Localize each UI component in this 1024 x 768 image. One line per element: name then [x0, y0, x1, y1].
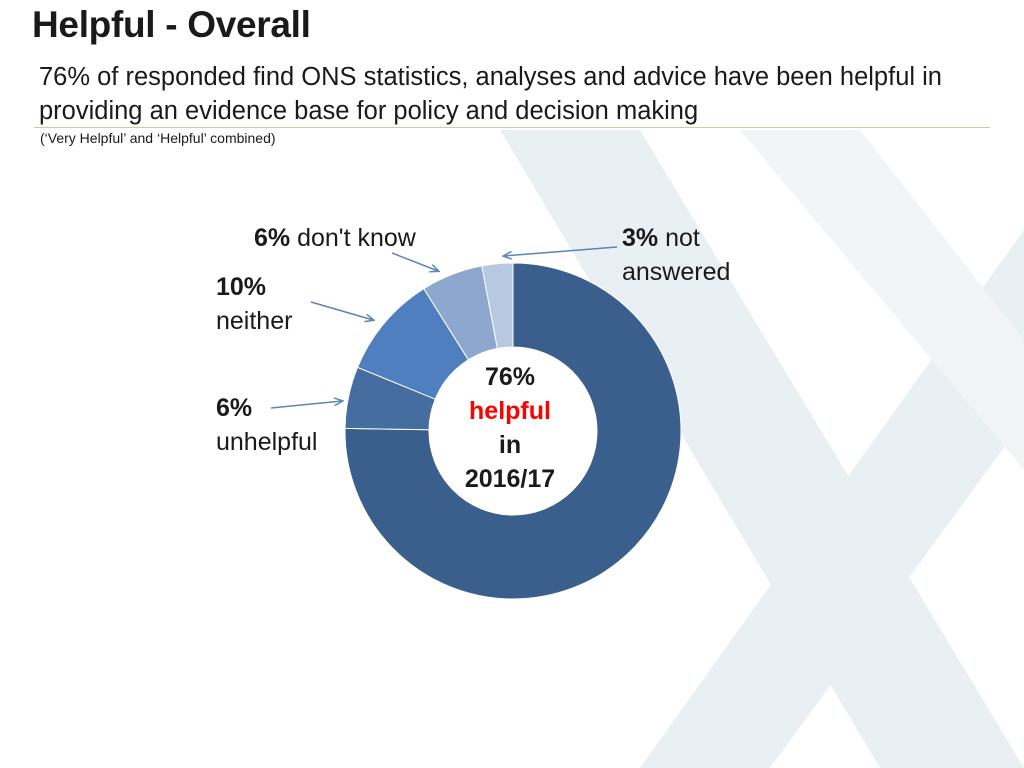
arrow-not-answered — [504, 246, 618, 256]
label-neither-pct: 10% — [216, 273, 267, 301]
arrow-unhelpful — [270, 401, 342, 409]
center-helpful: helpful — [469, 397, 551, 425]
label-neither-text: neither — [216, 307, 293, 335]
page-title: Helpful - Overall — [32, 4, 311, 45]
label-dont-know-pct: 6% — [254, 224, 291, 252]
label-unhelpful-pct: 6% — [216, 394, 253, 422]
center-in: in — [498, 431, 522, 459]
label-unhelpful-text: unhelpful — [216, 428, 318, 456]
label-neither: 10% neither — [216, 270, 292, 338]
label-not-answered: 3% not answered — [622, 221, 730, 289]
label-unhelpful: 6% unhelpful — [216, 391, 317, 459]
label-not-answered-text2: answered — [622, 258, 731, 286]
arrow-dont-know — [391, 252, 438, 271]
center-pct: 76% — [484, 363, 536, 391]
title-divider — [34, 127, 990, 128]
slice-helpful — [344, 262, 682, 600]
label-dont-know: 6% don't know — [254, 221, 416, 255]
arrow-neither — [310, 301, 373, 320]
label-not-answered-pct: 3% — [622, 224, 659, 252]
label-not-answered-text1: not — [665, 224, 700, 252]
center-year: 2016/17 — [464, 465, 556, 493]
donut-center-label: 76% helpful in 2016/17 — [450, 360, 570, 496]
page-subtitle: 76% of responded find ONS statistics, an… — [39, 63, 942, 125]
slice-not-answered — [481, 262, 514, 350]
combined-note: (‘Very Helpful’ and ‘Helpful’ combined) — [40, 130, 276, 146]
label-dont-know-text: don't know — [297, 224, 416, 252]
